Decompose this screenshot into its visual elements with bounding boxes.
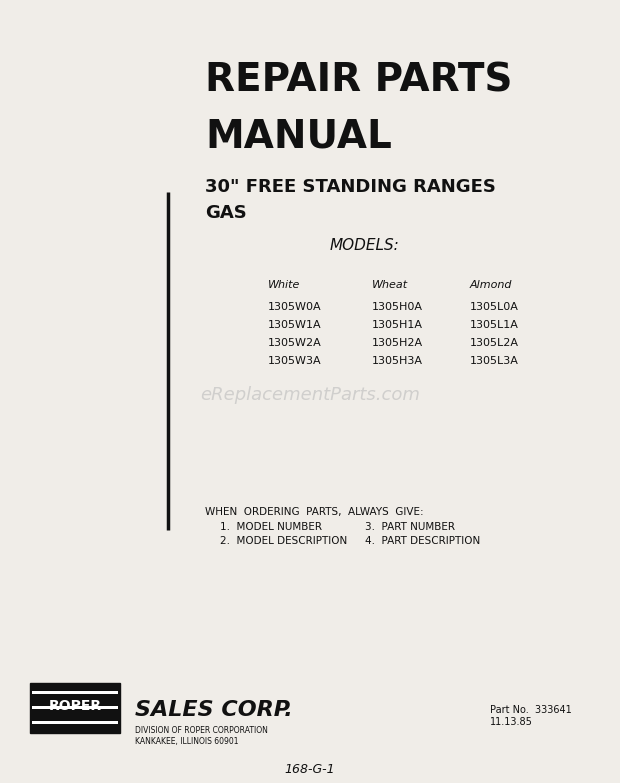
Text: White: White: [268, 280, 300, 290]
Text: SALES CORP.: SALES CORP.: [135, 700, 293, 720]
Text: 30" FREE STANDING RANGES: 30" FREE STANDING RANGES: [205, 178, 496, 196]
Text: 1305W0A: 1305W0A: [268, 302, 322, 312]
Bar: [32, 720, 118, 723]
Text: Wheat: Wheat: [372, 280, 408, 290]
Text: KANKAKEE, ILLINOIS 60901: KANKAKEE, ILLINOIS 60901: [135, 737, 239, 746]
Text: 1305H1A: 1305H1A: [372, 320, 423, 330]
Text: 11.13.85: 11.13.85: [490, 717, 533, 727]
Text: Almond: Almond: [470, 280, 513, 290]
Text: 1.  MODEL NUMBER: 1. MODEL NUMBER: [220, 522, 322, 532]
Text: 1305W3A: 1305W3A: [268, 356, 322, 366]
Text: 168-G-1: 168-G-1: [285, 763, 335, 776]
Text: 2.  MODEL DESCRIPTION: 2. MODEL DESCRIPTION: [220, 536, 347, 546]
Text: MODELS:: MODELS:: [330, 238, 400, 253]
Text: REPAIR PARTS: REPAIR PARTS: [205, 62, 513, 100]
Text: Part No.  333641: Part No. 333641: [490, 705, 572, 715]
Text: 1305W1A: 1305W1A: [268, 320, 322, 330]
Text: GAS: GAS: [205, 204, 247, 222]
Text: 3.  PART NUMBER: 3. PART NUMBER: [365, 522, 455, 532]
Text: MANUAL: MANUAL: [205, 118, 392, 156]
Text: 1305W2A: 1305W2A: [268, 338, 322, 348]
Text: eReplacementParts.com: eReplacementParts.com: [200, 386, 420, 404]
Text: 1305L1A: 1305L1A: [470, 320, 519, 330]
Bar: [30, 683, 120, 733]
Text: 4.  PART DESCRIPTION: 4. PART DESCRIPTION: [365, 536, 481, 546]
Text: 1305H0A: 1305H0A: [372, 302, 423, 312]
Text: 1305L2A: 1305L2A: [470, 338, 519, 348]
Text: WHEN  ORDERING  PARTS,  ALWAYS  GIVE:: WHEN ORDERING PARTS, ALWAYS GIVE:: [205, 507, 423, 517]
Text: 1305L0A: 1305L0A: [470, 302, 519, 312]
Bar: [32, 705, 118, 709]
Text: 1305H3A: 1305H3A: [372, 356, 423, 366]
Bar: [32, 691, 118, 694]
Text: 1305H2A: 1305H2A: [372, 338, 423, 348]
Text: ROPER: ROPER: [48, 699, 102, 713]
Text: DIVISION OF ROPER CORPORATION: DIVISION OF ROPER CORPORATION: [135, 726, 268, 735]
Text: 1305L3A: 1305L3A: [470, 356, 519, 366]
